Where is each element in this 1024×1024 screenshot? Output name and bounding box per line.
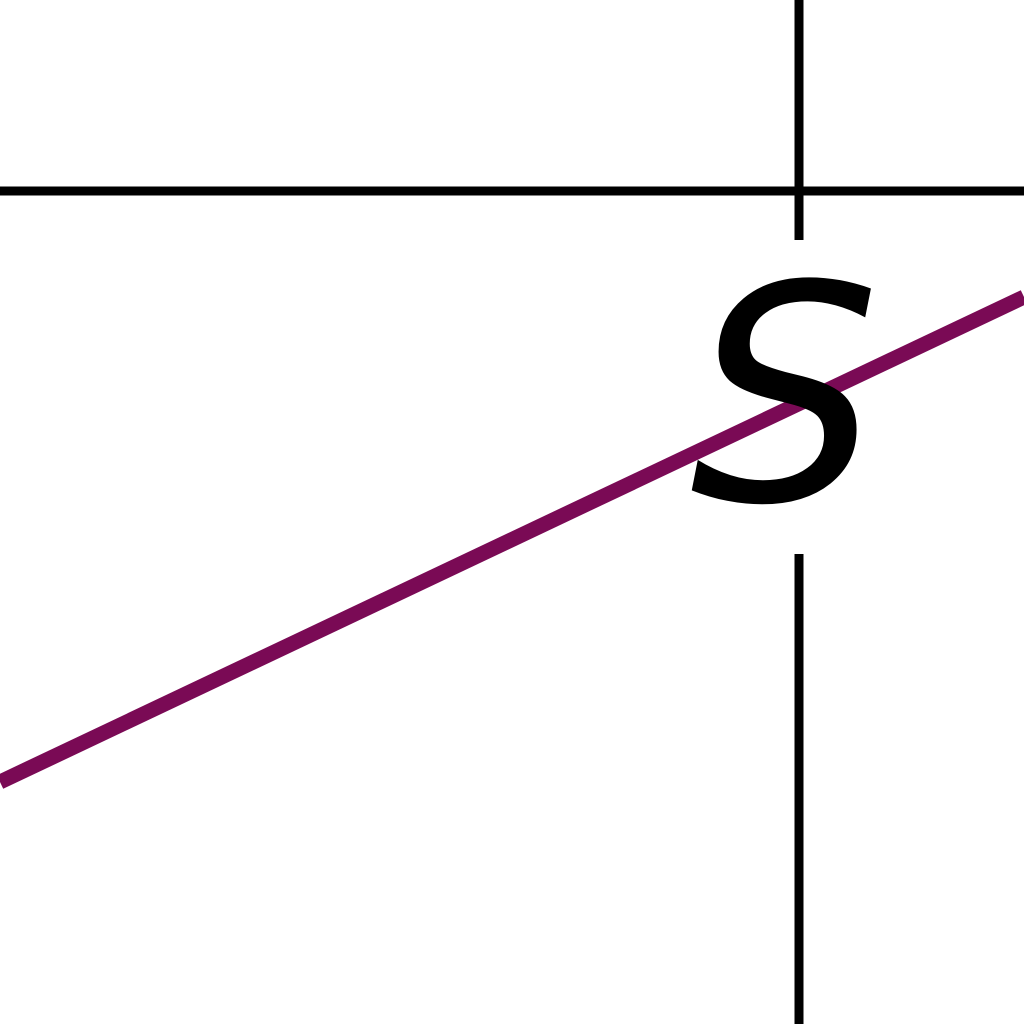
supply-curve-label: S bbox=[690, 222, 880, 571]
supply-curve bbox=[0, 290, 1024, 789]
